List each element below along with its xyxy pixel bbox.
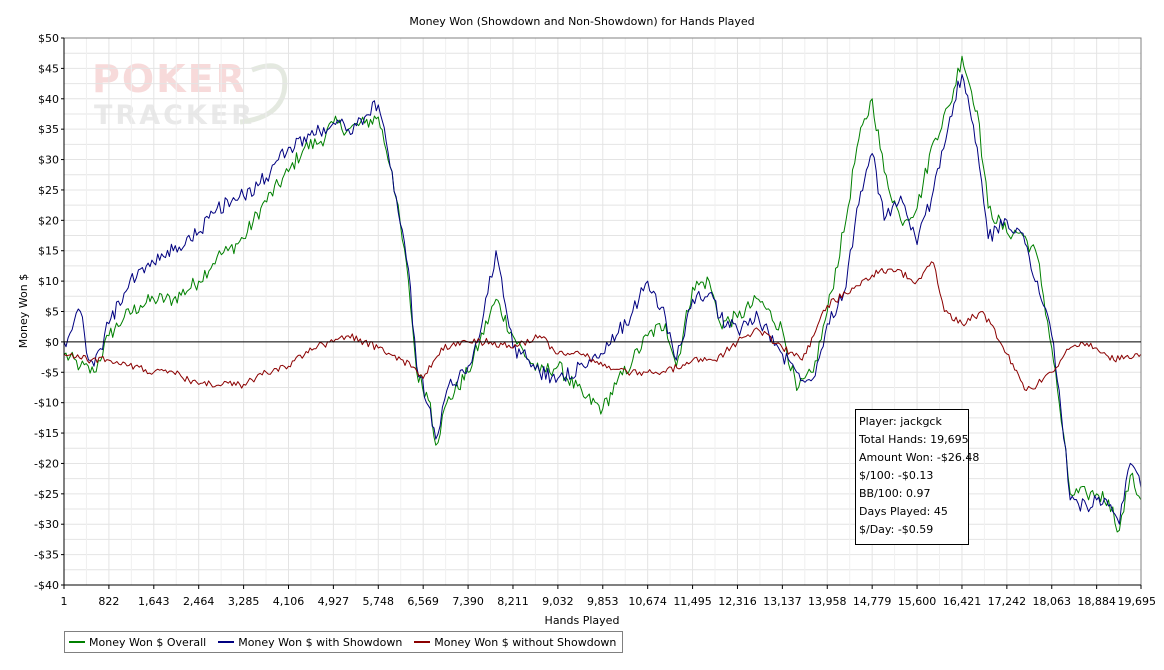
x-tick-label: 14,779 xyxy=(853,595,892,608)
series-line-overall xyxy=(63,55,1142,533)
x-tick-label: 4,927 xyxy=(318,595,350,608)
x-tick-label: 13,137 xyxy=(763,595,802,608)
y-axis-tick-labels: $50 $45 $40 $35 $30 $25 $20 $15 $10 $5 $0 -$5 -$10 -$… xyxy=(34,32,64,592)
stats-per-day: $/Day: -$0.59 xyxy=(859,523,934,536)
y-tick-label: $15 xyxy=(38,245,59,258)
x-axis-label: Hands Played xyxy=(545,614,620,627)
series-lines xyxy=(63,55,1142,533)
stats-per-100: $/100: -$0.13 xyxy=(859,469,934,482)
legend-item-non-showdown: Money Won $ without Showdown xyxy=(414,636,616,649)
y-tick-label: $50 xyxy=(38,32,59,45)
x-tick-label: 12,316 xyxy=(718,595,757,608)
y-tick-label: -$25 xyxy=(34,488,59,501)
y-tick-label: -$5 xyxy=(41,366,59,379)
legend-swatch-non-showdown xyxy=(414,641,431,643)
x-tick-label: 3,285 xyxy=(228,595,260,608)
x-tick-label: 9,853 xyxy=(587,595,619,608)
legend-swatch-showdown xyxy=(218,641,235,643)
y-tick-label: $0 xyxy=(45,336,59,349)
svg-text:POKER: POKER xyxy=(92,57,247,101)
chart-title: Money Won (Showdown and Non-Showdown) fo… xyxy=(409,15,754,28)
y-tick-label: -$15 xyxy=(34,427,59,440)
y-tick-label: $10 xyxy=(38,275,59,288)
x-tick-label: 7,390 xyxy=(452,595,484,608)
y-tick-label: $5 xyxy=(45,306,59,319)
x-tick-label: 2,464 xyxy=(183,595,215,608)
x-tick-label: 11,495 xyxy=(673,595,712,608)
stats-total-hands: Total Hands: 19,695 xyxy=(859,433,969,446)
x-tick-label: 8,211 xyxy=(497,595,529,608)
x-tick-label: 9,032 xyxy=(542,595,574,608)
y-tick-label: $30 xyxy=(38,154,59,167)
legend-swatch-overall xyxy=(69,641,85,643)
x-tick-label: 13,958 xyxy=(808,595,847,608)
stats-bb-per-100: BB/100: 0.97 xyxy=(859,487,931,500)
y-tick-label: -$40 xyxy=(34,579,59,592)
y-tick-label: $35 xyxy=(38,123,59,136)
x-tick-label: 10,674 xyxy=(628,595,667,608)
stats-amount-won: Amount Won: -$26.48 xyxy=(859,451,980,464)
y-tick-label: -$20 xyxy=(34,457,59,470)
y-tick-label: $25 xyxy=(38,184,59,197)
x-tick-label: 5,748 xyxy=(363,595,395,608)
x-tick-label: 15,600 xyxy=(898,595,937,608)
x-tick-label: 17,242 xyxy=(988,595,1027,608)
x-tick-label: 6,569 xyxy=(407,595,439,608)
x-axis-tick-labels: 1 822 1,643 2,464 3,285 4,106 4,927 5,748 6,569 7… xyxy=(61,585,1157,608)
x-tick-label: 19,695 xyxy=(1118,595,1157,608)
legend-label-non-showdown: Money Won $ without Showdown xyxy=(434,635,617,649)
series-line-non-showdown xyxy=(63,261,1142,391)
y-axis-label: Money Won $ xyxy=(17,274,30,348)
x-tick-label: 1 xyxy=(61,595,68,608)
x-tick-label: 4,106 xyxy=(273,595,305,608)
stats-player: Player: jackgck xyxy=(859,415,942,428)
chart-legend: Money Won $ Overall Money Won $ with Sho… xyxy=(64,631,624,653)
y-tick-label: $40 xyxy=(38,93,59,106)
stats-summary-box: Player: jackgck Total Hands: 19,695 Amou… xyxy=(855,409,980,545)
chart: Money Won (Showdown and Non-Showdown) fo… xyxy=(17,15,1157,627)
legend-label-showdown: Money Won $ with Showdown xyxy=(238,635,403,649)
y-tick-label: -$30 xyxy=(34,518,59,531)
y-tick-label: $45 xyxy=(38,62,59,75)
x-tick-label: 822 xyxy=(98,595,119,608)
legend-item-overall: Money Won $ Overall xyxy=(69,636,206,649)
x-tick-label: 16,421 xyxy=(943,595,982,608)
x-tick-label: 18,884 xyxy=(1077,595,1116,608)
x-tick-label: 1,643 xyxy=(138,595,170,608)
pokertracker-watermark-logo: POKER TRACKER xyxy=(92,57,288,131)
y-tick-label: -$10 xyxy=(34,397,59,410)
y-tick-label: -$35 xyxy=(34,549,59,562)
series-line-showdown xyxy=(63,74,1142,525)
svg-text:TRACKER: TRACKER xyxy=(94,100,255,131)
legend-item-showdown: Money Won $ with Showdown xyxy=(218,636,402,649)
x-tick-label: 18,063 xyxy=(1033,595,1072,608)
legend-label-overall: Money Won $ Overall xyxy=(89,635,207,649)
y-tick-label: $20 xyxy=(38,214,59,227)
stats-days-played: Days Played: 45 xyxy=(859,505,948,518)
